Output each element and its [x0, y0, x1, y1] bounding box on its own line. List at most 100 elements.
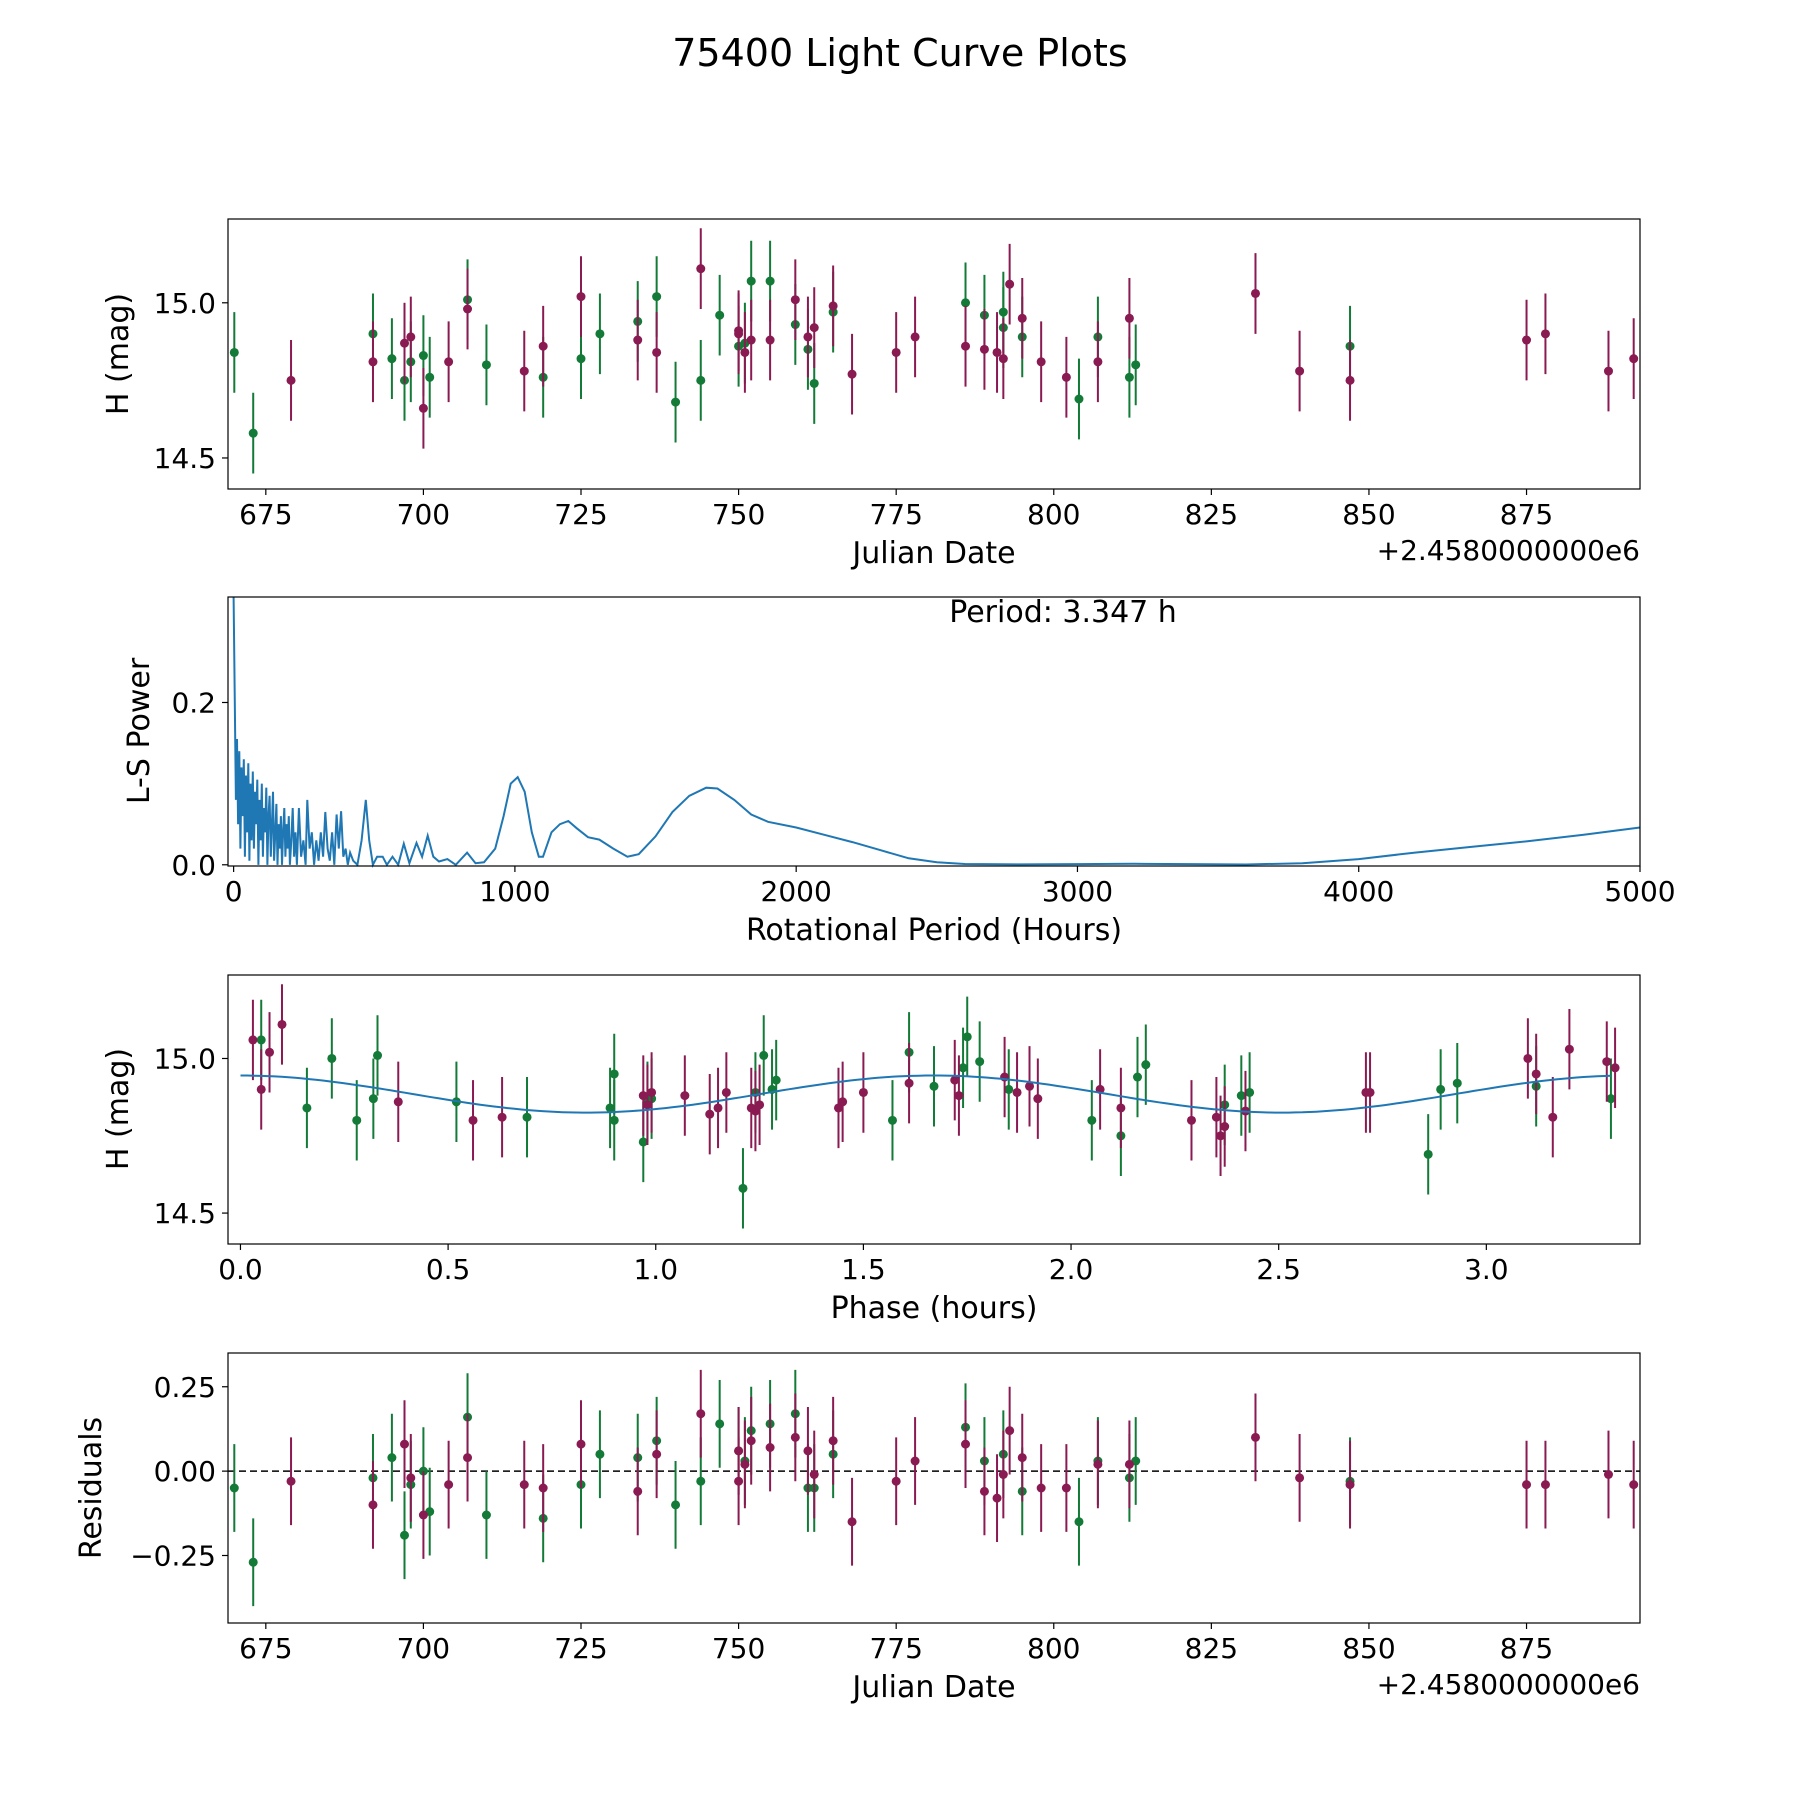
green-data-point	[1423, 1149, 1433, 1159]
purple-data-point	[1033, 1094, 1043, 1104]
y-tick-label: 14.5	[154, 1197, 216, 1230]
purple-data-point	[406, 1473, 416, 1483]
purple-data-point	[1124, 1459, 1134, 1469]
periodogram-ylabel: L-S Power	[122, 657, 157, 804]
x-tick-label: 800	[1027, 1632, 1080, 1665]
purple-data-point	[1540, 1480, 1550, 1490]
purple-data-point	[713, 1103, 723, 1113]
purple-data-point	[755, 1100, 765, 1110]
purple-data-point	[576, 292, 586, 302]
purple-data-point	[998, 1470, 1008, 1479]
purple-data-point	[576, 1439, 586, 1449]
green-data-point	[1245, 1087, 1255, 1097]
green-data-point	[759, 1050, 769, 1060]
purple-data-point	[1036, 1483, 1046, 1493]
purple-data-point	[1602, 1057, 1612, 1067]
x-tick-label: 3.0	[1464, 1253, 1509, 1286]
residuals-offset-text: +2.4580000000e6	[1377, 1668, 1640, 1701]
green-data-point	[715, 310, 725, 320]
x-tick-label: 875	[1500, 1632, 1553, 1665]
purple-data-point	[904, 1078, 914, 1088]
x-tick-label: 750	[712, 498, 765, 531]
purple-data-point	[1012, 1087, 1022, 1097]
phase-ticks: 0.0 0.5 1.0 1.5 2.0 2.5 3.0 14.5 15.0	[154, 1042, 1509, 1286]
purple-data-point	[838, 1097, 848, 1107]
purple-data-point	[809, 323, 819, 333]
x-tick-label: 825	[1185, 498, 1238, 531]
green-data-point	[373, 1050, 383, 1060]
purple-data-point	[979, 344, 989, 354]
purple-data-point	[740, 347, 750, 357]
x-tick-label: 850	[1342, 1632, 1395, 1665]
purple-data-point	[400, 1439, 409, 1449]
purple-data-point	[696, 1409, 706, 1419]
purple-data-point	[765, 335, 775, 345]
purple-data-point	[642, 1100, 652, 1110]
x-tick-label: 875	[1500, 498, 1553, 531]
raw-ticks: 675 700 725 750 775 800 825 850 875 14.5 15.0	[154, 287, 1554, 531]
purple-data-point	[647, 1087, 657, 1097]
purple-data-point	[1005, 1426, 1015, 1436]
green-data-point	[1074, 394, 1084, 404]
raw-plot-frame	[227, 218, 1641, 490]
purple-data-point	[633, 335, 643, 345]
green-data-point	[696, 1476, 706, 1486]
green-data-point	[715, 1419, 725, 1429]
purple-data-point	[891, 1476, 901, 1486]
purple-data-point	[1548, 1112, 1558, 1122]
purple-data-point	[910, 1456, 920, 1466]
purple-data-point	[1061, 1483, 1071, 1493]
purple-data-point	[497, 1112, 507, 1122]
green-data-point	[1124, 372, 1134, 382]
green-data-point	[929, 1081, 939, 1091]
green-data-point	[696, 375, 706, 385]
purple-data-point	[368, 1500, 378, 1510]
purple-data-point	[633, 1486, 643, 1496]
phase-plot-frame	[227, 974, 1641, 1245]
purple-data-point	[1345, 375, 1355, 385]
purple-data-point	[1365, 1087, 1375, 1097]
purple-data-point	[734, 329, 744, 339]
purple-data-point	[400, 338, 409, 348]
purple-data-point	[538, 1483, 548, 1493]
purple-data-point	[803, 1446, 813, 1456]
green-data-point	[1236, 1091, 1246, 1101]
purple-data-point	[891, 347, 901, 357]
x-tick-label: 2.5	[1256, 1253, 1301, 1286]
green-data-point	[887, 1115, 897, 1125]
purple-data-point	[444, 1480, 454, 1490]
purple-data-point	[286, 375, 296, 385]
purple-data-point	[992, 347, 1002, 357]
purple-data-point	[519, 1480, 529, 1490]
purple-data-point	[1093, 357, 1103, 367]
purple-data-point	[519, 366, 529, 376]
purple-data-point	[1523, 1053, 1533, 1063]
purple-data-point	[652, 347, 662, 357]
purple-data-point	[265, 1047, 275, 1057]
purple-data-point	[1522, 1480, 1532, 1490]
purple-data-point	[803, 332, 813, 342]
x-tick-label: 1.5	[841, 1253, 886, 1286]
purple-data-point	[910, 332, 920, 342]
raw-points	[229, 228, 1639, 474]
purple-data-point	[418, 1510, 428, 1520]
purple-data-point	[809, 1470, 819, 1479]
x-tick-label: 700	[397, 1632, 450, 1665]
x-tick-label: 1.0	[633, 1253, 678, 1286]
purple-data-point	[256, 1084, 266, 1094]
green-data-point	[576, 354, 586, 364]
purple-data-point	[828, 301, 838, 311]
green-data-point	[1074, 1517, 1084, 1527]
residuals-ylabel: Residuals	[74, 1417, 109, 1559]
phase-ylabel: H (mag)	[101, 1048, 136, 1170]
purple-data-point	[277, 1019, 287, 1029]
periodogram-xlabel: Rotational Period (Hours)	[746, 913, 1122, 948]
x-tick-label: 2000	[761, 875, 832, 908]
green-data-point	[638, 1137, 648, 1147]
purple-data-point	[1061, 372, 1071, 382]
raw-offset-text: +2.4580000000e6	[1377, 534, 1640, 567]
residuals-panel: 675 700 725 750 775 800 825 850 875 −0.25 0.00 0.25…	[74, 1352, 1641, 1705]
green-data-point	[248, 1557, 258, 1567]
residual-points	[229, 1369, 1639, 1607]
